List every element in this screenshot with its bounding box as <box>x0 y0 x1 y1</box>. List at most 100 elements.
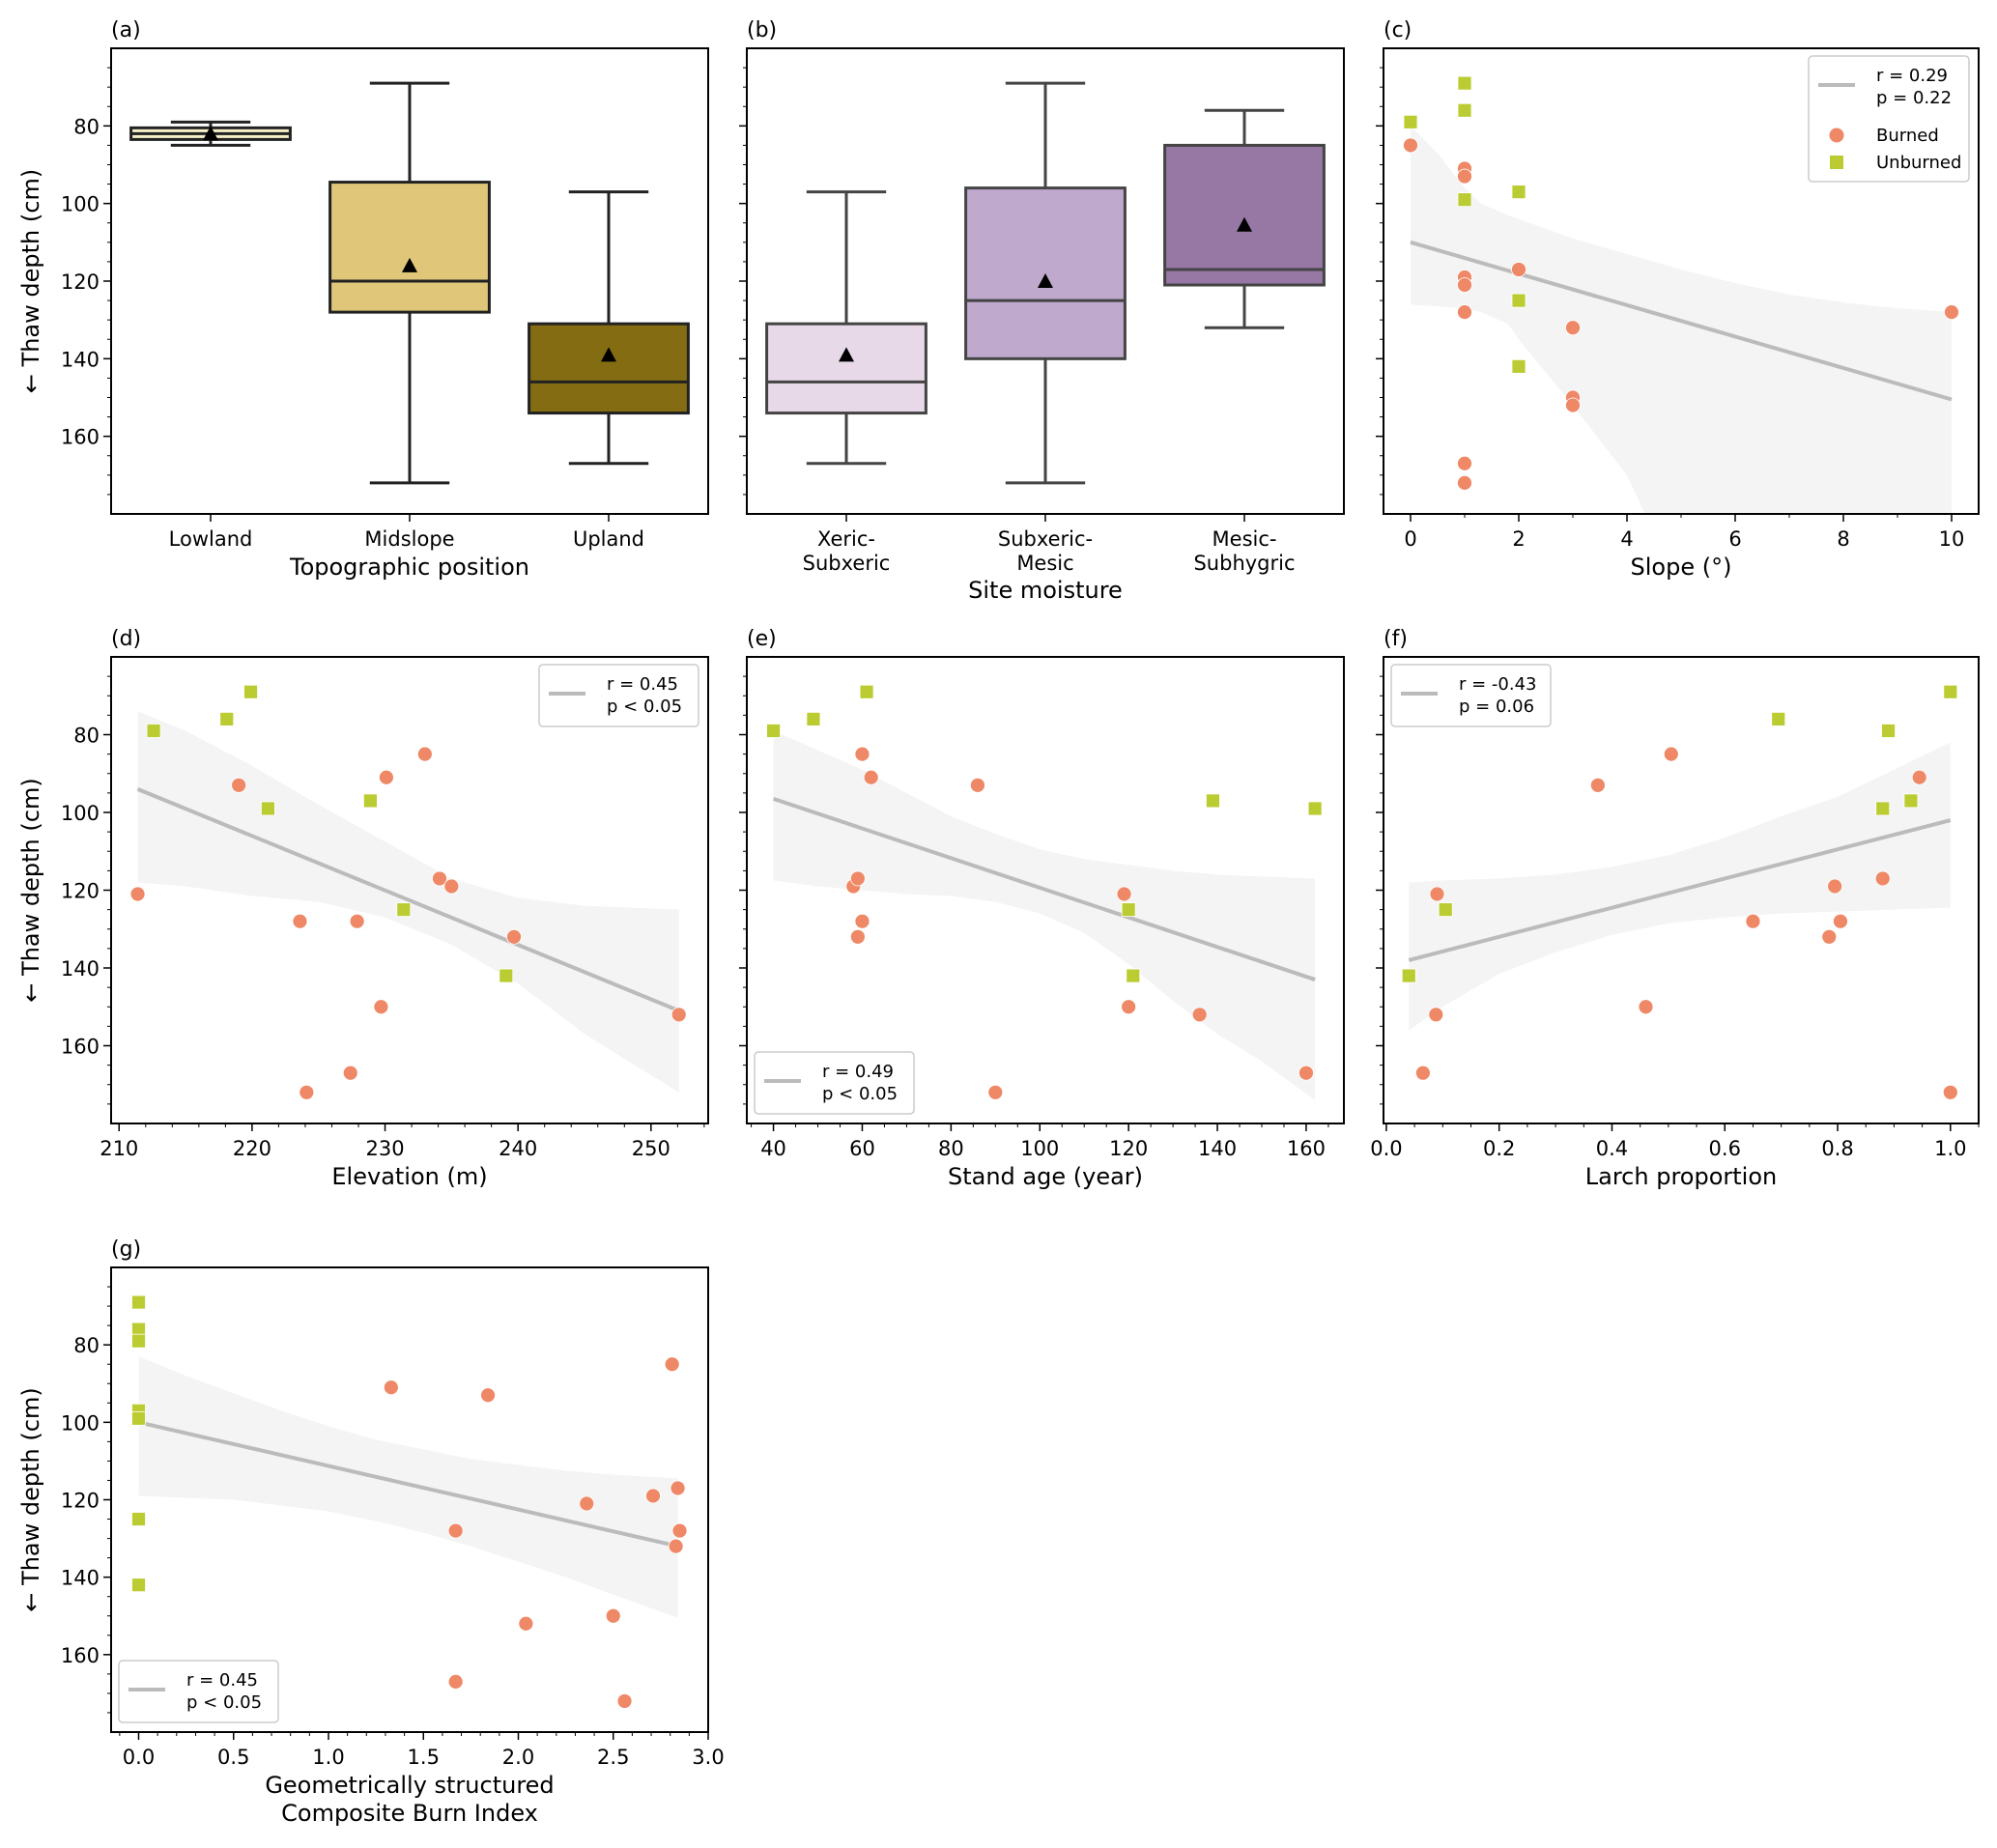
regression-line <box>1408 818 1952 962</box>
x-tick-label: 0.2 <box>1483 1137 1515 1160</box>
burned-point <box>1116 886 1132 902</box>
box-iqr <box>1163 143 1326 287</box>
x-axis-label: Elevation (m) <box>331 1163 487 1190</box>
burned-point <box>379 769 394 785</box>
unburned-point <box>1457 102 1472 118</box>
regression-line <box>138 1420 679 1549</box>
burned-point <box>854 913 870 929</box>
unburned-point <box>1457 75 1472 91</box>
unburned-point <box>131 1410 146 1426</box>
legend-box <box>1390 664 1552 727</box>
x-tick-label: 140 <box>1198 1137 1237 1160</box>
x-tick-label: 2.5 <box>597 1746 629 1769</box>
axes-frame <box>110 47 709 515</box>
x-axis-label: Geometrically structured Composite Burn I… <box>265 1772 554 1827</box>
legend-box <box>754 1051 915 1115</box>
legend-unburned-label: Unburned <box>1876 153 1961 173</box>
x-tick-label: 3.0 <box>692 1746 724 1769</box>
unburned-point <box>243 684 258 699</box>
y-tick-label: 120 <box>61 1490 100 1513</box>
legend-r-value: r = -0.43 <box>1459 674 1537 695</box>
burned-point <box>1833 913 1848 929</box>
panel-e: (e) 40 60 80 100 120 140 160 r = 0.49p < 0.05 Sta… <box>739 627 1345 1190</box>
x-tick-label: 0.4 <box>1596 1137 1628 1160</box>
box-upland <box>528 190 690 466</box>
box-xeric-subxeric <box>765 190 927 466</box>
x-tick-label: 160 <box>1287 1137 1326 1160</box>
y-tick-label: 140 <box>61 1567 100 1590</box>
burned-point <box>231 777 247 793</box>
x-tick-label: 240 <box>499 1137 537 1160</box>
burned-point <box>373 999 389 1015</box>
legend-box <box>1808 55 1970 183</box>
burned-point <box>671 1522 688 1539</box>
x-tick-label: 230 <box>365 1137 404 1160</box>
confidence-band <box>138 1356 678 1618</box>
x-tick-label: 8 <box>1837 527 1849 551</box>
burned-point <box>447 1522 464 1539</box>
unburned-point <box>1511 358 1526 374</box>
plot-area <box>1403 75 1959 514</box>
x-tick-label: Subxeric-Mesic <box>998 527 1093 575</box>
axes-frame <box>110 1266 709 1733</box>
box-iqr <box>765 322 927 415</box>
burned-point <box>849 870 866 887</box>
legend: r = 0.29p = 0.22 Burned Unburned <box>1808 55 1970 183</box>
burned-point <box>1121 999 1137 1015</box>
y-axis-label: ← Thaw depth (cm) <box>17 1387 44 1611</box>
burned-point <box>480 1387 496 1404</box>
box-midslope <box>328 81 491 485</box>
unburned-point <box>499 968 514 983</box>
y-tick-label: 120 <box>61 880 100 903</box>
legend-p-value: p < 0.05 <box>607 697 682 717</box>
legend-p-value: p = 0.06 <box>1459 697 1534 717</box>
burned-point <box>1942 1084 1958 1100</box>
burned-point <box>1911 769 1927 785</box>
burned-point <box>1821 928 1838 945</box>
burned-point <box>1457 304 1472 321</box>
panel-label: (c) <box>1384 18 1412 43</box>
x-tick-label: Upland <box>573 527 644 551</box>
y-tick-label: 80 <box>73 725 100 748</box>
y-tick-label: 80 <box>73 1334 100 1357</box>
unburned-point <box>146 724 161 738</box>
x-tick-label: Mesic-Subhygric <box>1193 527 1295 575</box>
y-tick-label: 140 <box>61 348 100 371</box>
burned-point <box>579 1495 595 1512</box>
y-tick-label: 160 <box>61 1644 100 1667</box>
unburned-point <box>1307 801 1323 816</box>
x-tick-label: 80 <box>938 1137 964 1160</box>
x-tick-label: 0 <box>1404 527 1416 551</box>
burned-point <box>1429 886 1445 902</box>
mean-marker <box>839 347 854 362</box>
unburned-point <box>1511 185 1526 200</box>
burned-point <box>518 1615 534 1632</box>
y-axis-label: ← Thaw depth (cm) <box>17 169 44 393</box>
x-tick-label: 2.0 <box>502 1746 534 1769</box>
unburned-point <box>396 902 412 918</box>
panel-label: (d) <box>111 627 141 651</box>
burned-point <box>292 913 308 929</box>
plot-area <box>765 81 1326 485</box>
box-subxeric-mesic <box>964 81 1127 485</box>
burned-point <box>1944 304 1959 321</box>
x-tick-label: 10 <box>1939 527 1965 551</box>
legend: r = 0.45p < 0.05 <box>118 1660 279 1723</box>
x-tick-label: 0.0 <box>1370 1137 1402 1160</box>
x-axis-label: Larch proportion <box>1585 1163 1777 1190</box>
legend-box <box>118 1660 279 1723</box>
x-tick-label: 220 <box>233 1137 271 1160</box>
plot-area <box>129 81 690 485</box>
legend-p-value: p < 0.05 <box>822 1084 898 1104</box>
burned-point <box>447 1673 464 1690</box>
x-axis-label: Site moisture <box>968 577 1123 604</box>
panel-b: (b) Xeric-Subxeric Subxeric-Mesic Mesic-Sub… <box>739 18 1345 604</box>
unburned-point <box>766 724 781 738</box>
x-tick-label: 1.5 <box>408 1746 440 1769</box>
x-axis-label: Stand age (year) <box>948 1163 1143 1190</box>
legend-r-value: r = 0.29 <box>1876 66 1948 86</box>
x-tick-label: 2 <box>1512 527 1525 551</box>
mean-marker <box>1237 216 1252 232</box>
burned-point <box>1191 1007 1208 1023</box>
